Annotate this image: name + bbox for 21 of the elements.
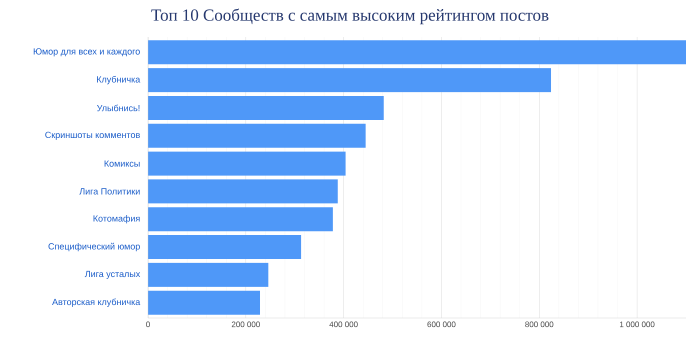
y-tick-label: Лига усталых [84, 270, 140, 279]
bar [148, 207, 333, 232]
y-tick-label: Юмор для всех и каждого [34, 48, 140, 56]
bar [148, 68, 552, 92]
y-tick-label: Клубничка [97, 76, 140, 84]
y-tick-label: Котомафия [94, 215, 140, 224]
y-tick-label: Комиксы [104, 160, 140, 167]
bar [148, 40, 686, 64]
y-tick-label: Авторская клубничка [52, 298, 140, 307]
bar [148, 124, 366, 148]
bar [148, 235, 302, 260]
y-tick-label: Скриншоты комментов [45, 132, 140, 140]
y-tick-label: Лига Политики [79, 188, 140, 195]
bar [148, 179, 338, 204]
y-tick-label: Специфический юмор [48, 242, 140, 252]
bar [148, 152, 346, 176]
bar [148, 290, 260, 315]
bar [148, 262, 268, 287]
chart-title: Топ 10 Сообществ с самым высоким рейтингом постов [151, 8, 548, 24]
bar [148, 96, 384, 120]
y-tick-label: Улыбнись! [96, 104, 140, 112]
